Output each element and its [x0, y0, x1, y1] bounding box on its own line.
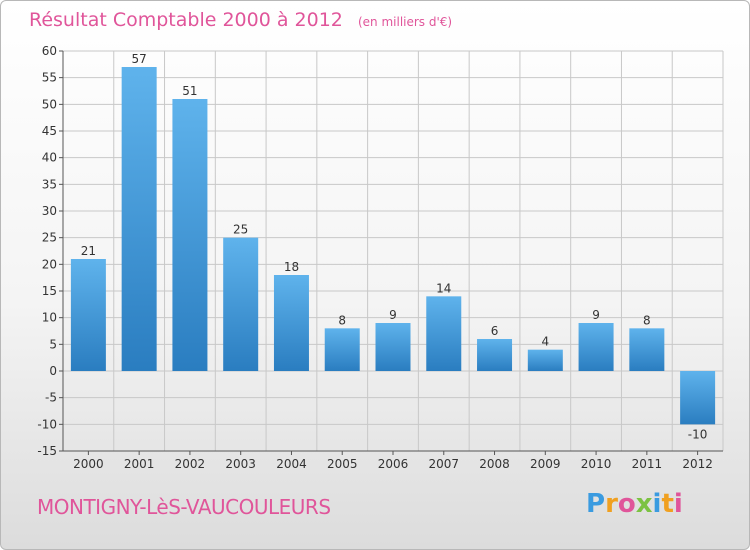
x-tick-label-2002: 2002	[175, 457, 206, 471]
y-tick-label: 15	[42, 284, 57, 298]
x-tick-label-2010: 2010	[581, 457, 612, 471]
bar-2011	[629, 328, 665, 371]
y-tick-label: 40	[42, 151, 57, 165]
value-label-2009: 4	[541, 335, 549, 349]
value-label-2000: 21	[81, 244, 96, 258]
x-tick-label-2005: 2005	[327, 457, 358, 471]
logo-letter: x	[635, 489, 653, 519]
y-tick-label: 50	[42, 97, 57, 111]
x-tick-label-2003: 2003	[225, 457, 256, 471]
x-tick-label-2011: 2011	[632, 457, 663, 471]
value-label-2007: 14	[436, 281, 451, 295]
bar-2000	[70, 259, 106, 371]
value-label-2008: 6	[491, 324, 499, 338]
y-tick-label: 25	[42, 231, 57, 245]
title-row: Résultat Comptable 2000 à 2012 (en milli…	[29, 9, 452, 31]
value-label-2005: 8	[338, 313, 346, 327]
x-tick-label-2012: 2012	[682, 457, 713, 471]
bar-2007	[426, 296, 462, 371]
bar-2009	[527, 349, 563, 371]
bar-2001	[121, 67, 157, 371]
x-tick-label-2000: 2000	[73, 457, 104, 471]
value-label-2011: 8	[643, 313, 651, 327]
y-tick-label: 55	[42, 71, 57, 85]
logo-letter: i	[652, 489, 662, 519]
y-tick-label: 35	[42, 177, 57, 191]
logo-letter: P	[586, 489, 606, 519]
chart-subtitle: (en milliers d'€)	[357, 15, 453, 29]
value-label-2003: 25	[233, 223, 248, 237]
bar-2008	[477, 339, 513, 371]
x-tick-label-2009: 2009	[530, 457, 561, 471]
value-label-2001: 57	[132, 52, 147, 66]
x-tick-label-2001: 2001	[124, 457, 155, 471]
logo-letter: i	[673, 489, 683, 519]
bar-2002	[172, 99, 208, 371]
bars	[70, 67, 716, 425]
bar-2010	[578, 323, 614, 371]
value-label-2002: 51	[182, 84, 197, 98]
y-tick-label: -10	[37, 417, 57, 431]
logo-letter: t	[661, 489, 674, 519]
value-label-2006: 9	[389, 308, 397, 322]
y-tick-label: 10	[42, 311, 57, 325]
value-label-2012: -10	[688, 427, 708, 441]
value-label-2010: 9	[592, 308, 600, 322]
axes	[59, 50, 723, 455]
x-tick-label-2004: 2004	[276, 457, 307, 471]
labels: -15 -10 -5 0 5 10 15 20 25 30 35 40 45 50 55 60 21 2000 57…	[37, 44, 712, 471]
logo-letter: o	[617, 489, 636, 519]
value-label-2004: 18	[284, 260, 299, 274]
y-tick-label: 60	[42, 44, 57, 58]
x-tick-label-2006: 2006	[378, 457, 409, 471]
y-tick-label: 45	[42, 124, 57, 138]
y-tick-label: 0	[49, 364, 57, 378]
logo-letter: r	[605, 489, 618, 519]
bar-2003	[223, 237, 259, 371]
chart-title: Résultat Comptable 2000 à 2012	[29, 9, 343, 31]
bar-2012	[680, 371, 716, 425]
x-tick-label-2007: 2007	[428, 457, 459, 471]
y-tick-label: 20	[42, 257, 57, 271]
bar-2005	[324, 328, 360, 371]
x-tick-label-2008: 2008	[479, 457, 510, 471]
y-tick-label: 5	[49, 337, 57, 351]
y-tick-label: -15	[37, 444, 57, 458]
commune-name: MONTIGNY-LèS-VAUCOULEURS	[37, 495, 331, 519]
bar-2006	[375, 323, 411, 371]
bar-2004	[273, 275, 309, 371]
proxiti-logo[interactable]: Proxiti	[586, 489, 683, 519]
grid-lines	[62, 50, 724, 452]
y-tick-label: -5	[45, 391, 57, 405]
y-tick-label: 30	[42, 204, 57, 218]
